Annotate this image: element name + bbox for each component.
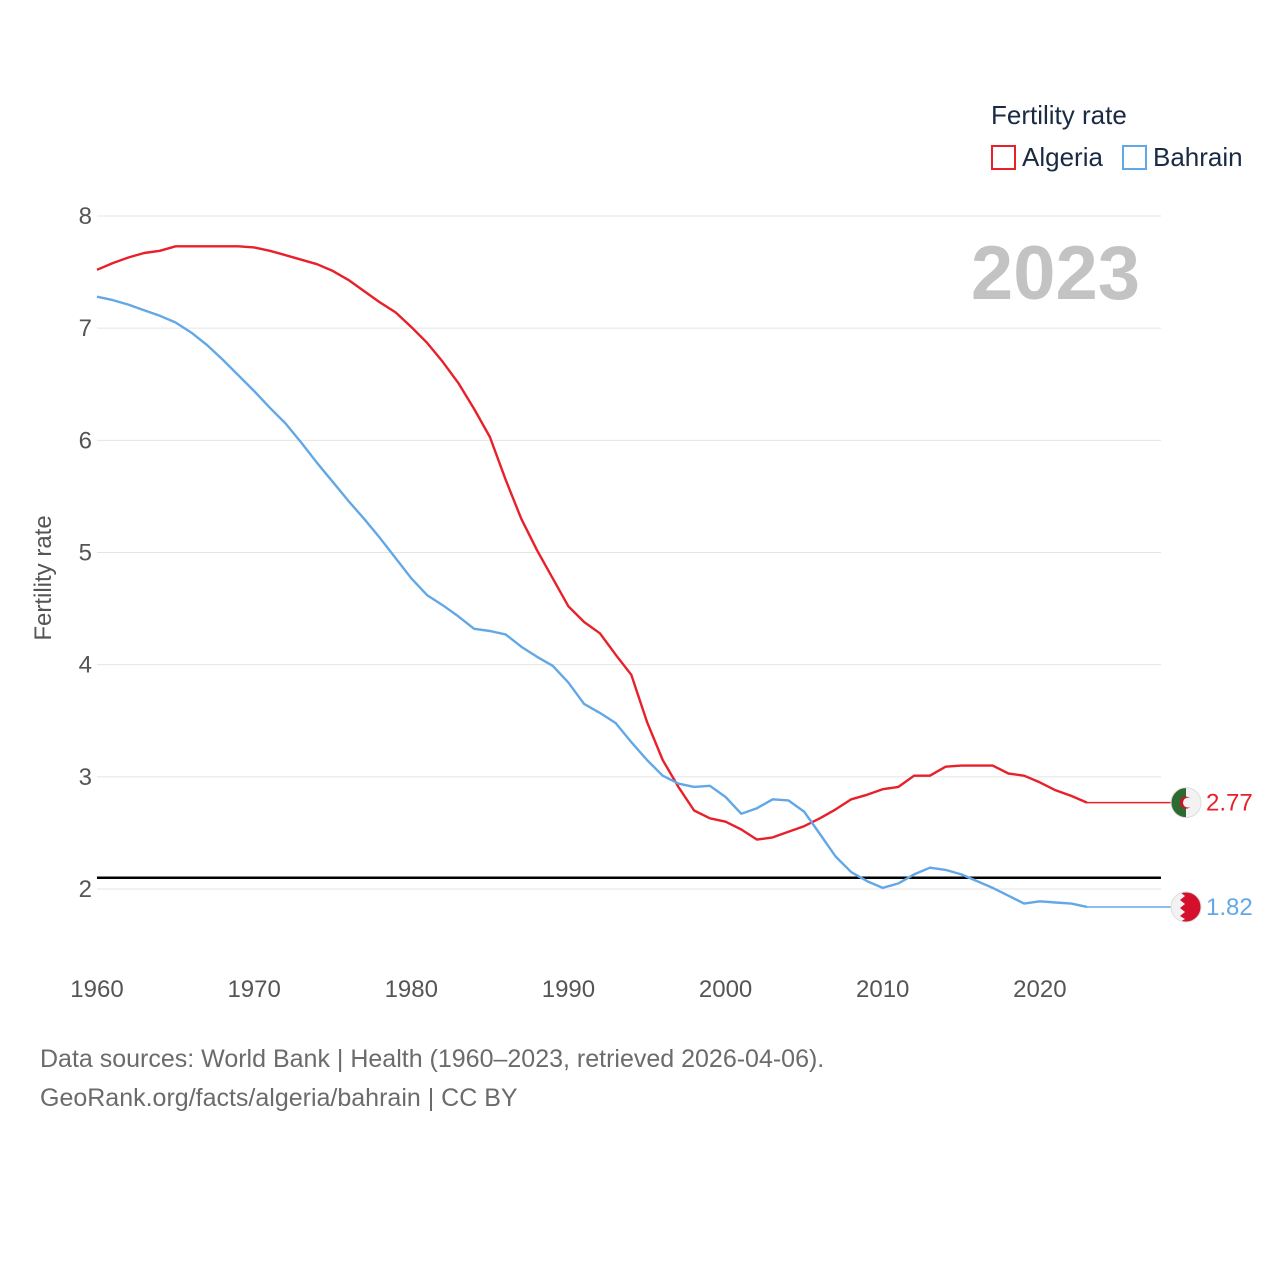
x-tick-label-1980: 1980: [385, 976, 438, 1003]
legend-swatch-bahrain[interactable]: [1122, 145, 1147, 170]
y-axis-title: Fertility rate: [30, 515, 57, 640]
data-source-note: Data sources: World Bank | Health (1960–…: [40, 1045, 825, 1073]
footer: Data sources: World Bank | Health (1960–…: [40, 1040, 824, 1118]
end-value-label-bahrain: 1.82: [1206, 894, 1253, 921]
x-tick-label-1970: 1970: [227, 976, 280, 1003]
x-tick-label-2020: 2020: [1013, 976, 1066, 1003]
y-tick-label-7: 7: [79, 315, 92, 342]
y-axis-ticks: 2 3 4 5 6 7 8: [79, 203, 92, 903]
year-label: 2023: [971, 231, 1140, 316]
series-line-algeria[interactable]: [96, 245, 1088, 841]
x-axis-ticks: 1960 1970 1980 1990 2000 2010 2020: [70, 976, 1066, 1003]
y-tick-label-8: 8: [79, 203, 92, 230]
series-line-bahrain[interactable]: [96, 295, 1088, 909]
end-value-label-algeria: 2.77: [1206, 790, 1253, 817]
x-tick-label-1990: 1990: [542, 976, 595, 1003]
gridlines: [97, 215, 1161, 890]
legend-swatch-algeria[interactable]: [991, 145, 1016, 170]
attribution-link[interactable]: GeoRank.org/facts/algeria/bahrain | CC B…: [40, 1084, 518, 1112]
x-tick-label-2010: 2010: [856, 976, 909, 1003]
end-markers: 2.77 1.82: [1087, 787, 1253, 923]
y-tick-label-6: 6: [79, 427, 92, 454]
y-tick-label-4: 4: [79, 652, 92, 679]
series-lines: [96, 245, 1088, 909]
bahrain-flag-icon: [1170, 891, 1202, 923]
x-tick-label-1960: 1960: [70, 976, 123, 1003]
legend-title: Fertility rate: [991, 100, 1127, 130]
legend: Fertility rate Algeria Bahrain: [991, 100, 1243, 172]
y-tick-label-3: 3: [79, 764, 92, 791]
legend-label-algeria[interactable]: Algeria: [1022, 142, 1103, 172]
y-tick-label-2: 2: [79, 876, 92, 903]
algeria-flag-icon: [1170, 787, 1202, 819]
x-tick-label-2000: 2000: [699, 976, 752, 1003]
y-tick-label-5: 5: [79, 539, 92, 566]
legend-label-bahrain[interactable]: Bahrain: [1153, 142, 1243, 172]
